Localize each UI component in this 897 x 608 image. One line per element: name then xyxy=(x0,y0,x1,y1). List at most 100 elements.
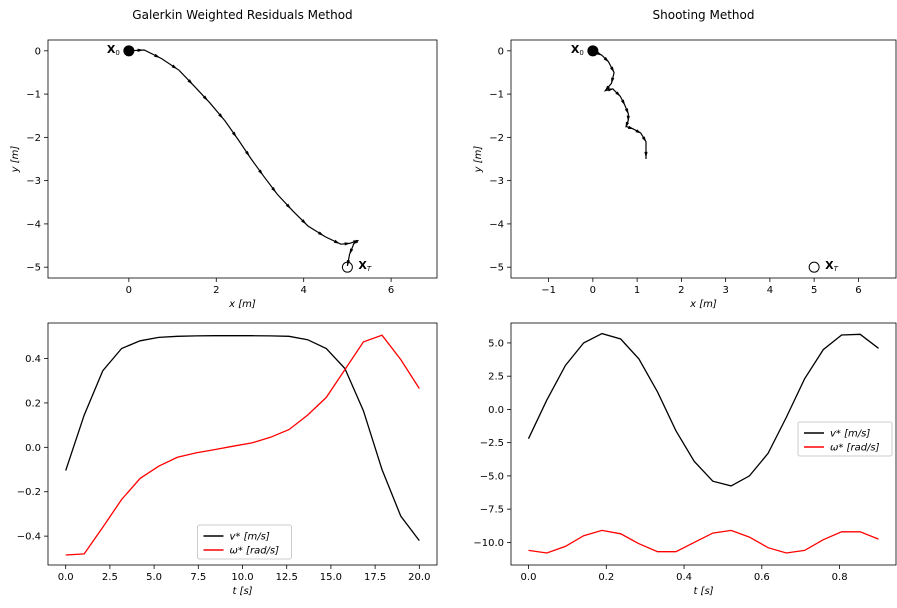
end-label: XT xyxy=(358,259,371,273)
plot-area xyxy=(527,332,879,554)
y-tick-label: −2 xyxy=(26,133,41,144)
trajectory-arrow xyxy=(231,131,237,138)
legend-label: ω* [rad/s] xyxy=(830,443,880,454)
axes-frame xyxy=(47,322,438,566)
x-axis-label: x [m] xyxy=(228,299,256,310)
y-tick-label: −5.0 xyxy=(480,471,504,482)
x-tick-label: 1 xyxy=(634,285,640,296)
y-tick-label: 0 xyxy=(35,46,41,57)
end-marker xyxy=(341,261,353,273)
series-line-v xyxy=(65,335,420,541)
x-tick-label: 0.4 xyxy=(676,572,692,583)
y-tick-label: −1 xyxy=(26,90,41,101)
x-tick-label: 6 xyxy=(388,285,394,296)
plot-1: Galerkin Weighted Residuals Method 0 2 4 6 0 −… xyxy=(10,8,438,310)
x-tick-label: 0.0 xyxy=(58,572,74,583)
trajectory-arrow xyxy=(187,79,193,85)
y-tick-label: −5 xyxy=(489,263,504,274)
x-tick-label: 2 xyxy=(678,285,684,296)
trajectory-arrow xyxy=(154,53,161,58)
y-tick-label: −4 xyxy=(489,219,504,230)
trajectory-arrow xyxy=(607,88,615,92)
y-axis-label: y [m] xyxy=(10,146,21,174)
x-tick-label: 0.8 xyxy=(832,572,848,583)
plot-title: Galerkin Weighted Residuals Method xyxy=(132,8,352,22)
plot-area xyxy=(587,45,820,273)
y-tick-label: −10.0 xyxy=(473,538,504,549)
trajectory-arrow xyxy=(285,203,292,210)
series-line-omega xyxy=(528,529,879,554)
y-tick-label: −0.2 xyxy=(17,487,41,498)
start-label-main: X xyxy=(571,43,580,56)
x-tick-label: −1 xyxy=(541,285,556,296)
legend-label: v* [m/s] xyxy=(830,429,870,440)
trajectory-arrow xyxy=(626,115,630,122)
trajectory-arrow xyxy=(624,108,629,115)
trajectory-arrow xyxy=(615,91,621,97)
trajectory-arrow xyxy=(301,219,307,225)
trajectory-arrow xyxy=(137,48,144,52)
y-tick-label: −2 xyxy=(489,133,504,144)
y-tick-label: 0.0 xyxy=(488,405,504,416)
x-tick-label: 0.0 xyxy=(521,572,537,583)
trajectory-arrow xyxy=(609,66,615,73)
axes-frame xyxy=(510,39,897,279)
trajectory-arrow xyxy=(611,77,615,84)
y-tick-label: 0.4 xyxy=(25,354,41,365)
plot-area xyxy=(123,45,360,273)
start-label-main: X xyxy=(107,43,116,56)
x-tick-label: 17.5 xyxy=(364,572,386,583)
axes-frame xyxy=(47,39,438,279)
legend-label: v* [m/s] xyxy=(230,532,270,543)
y-tick-label: −2.5 xyxy=(480,438,504,449)
series-line-v xyxy=(527,332,879,487)
trajectory-arrow xyxy=(635,129,642,134)
x-tick-label: 2.5 xyxy=(102,572,118,583)
y-tick-label: −7.5 xyxy=(480,505,504,516)
end-label-sub: T xyxy=(367,265,372,273)
end-label-main: X xyxy=(825,259,834,272)
trajectory-arrow xyxy=(349,248,354,255)
y-tick-label: 0 xyxy=(498,46,504,57)
plot-3: 0.0 2.5 5.0 7.5 10.0 12.5 15.0 17.5 20.0 −0.4 −0.2… xyxy=(17,322,438,597)
start-label-sub: 0 xyxy=(115,49,119,57)
trajectory-arrow xyxy=(218,113,224,119)
x-tick-label: 15.0 xyxy=(320,572,342,583)
x-tick-label: 0.2 xyxy=(598,572,614,583)
trajectory-arrow xyxy=(644,151,648,158)
x-tick-label: 5.0 xyxy=(146,572,162,583)
trajectory-arrow xyxy=(346,259,351,267)
trajectory-arrow xyxy=(258,169,263,176)
trajectory-arrow xyxy=(625,121,630,128)
plot-2: Shooting Method −1 0 1 2 3 4 5 6 0 −1 −2 −3 −4 −5 x [m]… xyxy=(473,8,897,310)
y-tick-label: −0.4 xyxy=(17,532,41,543)
x-tick-label: 20.0 xyxy=(408,572,430,583)
trajectory-arrow xyxy=(271,186,277,193)
y-tick-label: −5 xyxy=(26,263,41,274)
trajectory-arrow xyxy=(627,125,635,130)
x-axis-label: t [s] xyxy=(232,586,252,597)
y-tick-label: 5.0 xyxy=(488,338,504,349)
start-label: X0 xyxy=(571,43,584,57)
end-marker xyxy=(808,261,820,273)
trajectory-arrow xyxy=(333,239,340,244)
trajectory-arrow xyxy=(245,150,250,157)
y-tick-label: −4 xyxy=(26,219,41,230)
x-tick-label: 3 xyxy=(722,285,728,296)
trajectory-arrow xyxy=(604,85,610,92)
start-marker xyxy=(123,45,135,57)
x-tick-label: 4 xyxy=(767,285,773,296)
legend-label: ω* [rad/s] xyxy=(230,546,280,557)
x-tick-label: 5 xyxy=(811,285,817,296)
y-tick-label: −3 xyxy=(26,176,41,187)
trajectory-arrow xyxy=(344,242,351,246)
x-tick-label: 4 xyxy=(301,285,307,296)
trajectory-arrow xyxy=(352,239,359,245)
plot-title: Shooting Method xyxy=(653,8,755,22)
start-marker xyxy=(587,45,599,57)
plot-area xyxy=(65,334,420,556)
start-label-sub: 0 xyxy=(579,49,583,57)
end-label-sub: T xyxy=(834,265,839,273)
